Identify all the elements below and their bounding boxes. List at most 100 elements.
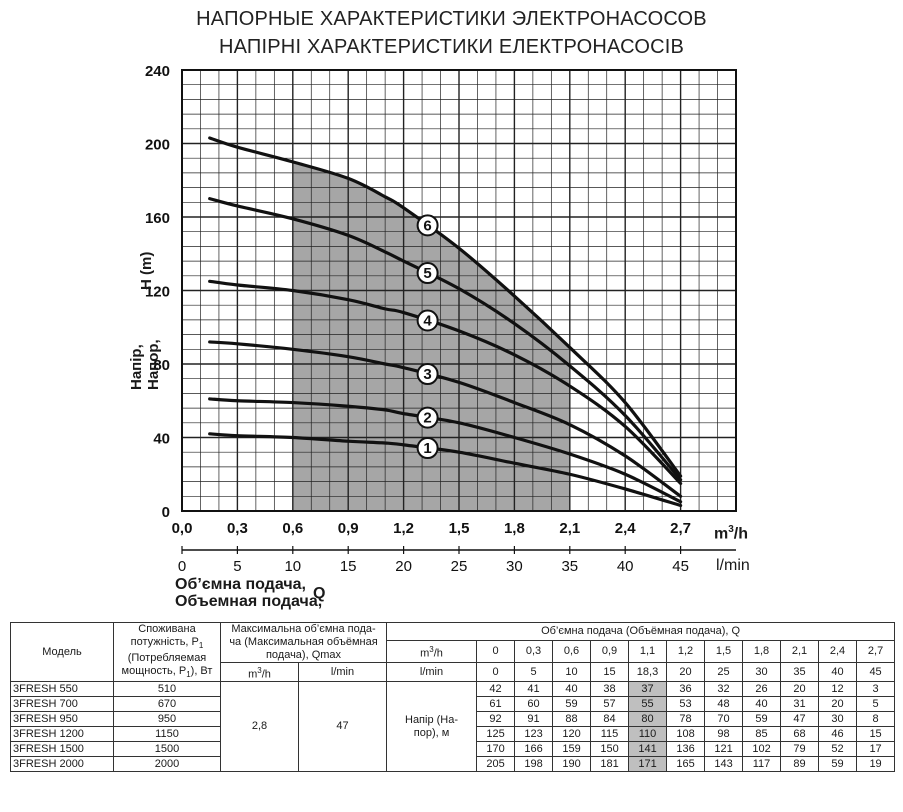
plot-frame (181, 69, 737, 512)
flow-m3h-cell: 2,4 (818, 640, 858, 664)
head-value-cell: 37 (628, 681, 668, 698)
table-row: 3FRESH 550 510 2,8 47 Напір (На-пор), м 42 41 4… (10, 681, 896, 773)
head-value-cell: 117 (742, 756, 782, 773)
table-header-row-m3h: m3/h 0 0,3 0,6 0,9 1,1 1,2 1,5 1,8 2,1 2,4 2,7 (11, 640, 896, 664)
curve-label-3: 3 (423, 366, 431, 383)
curve-label-4: 4 (423, 313, 432, 330)
model-power: 950 (113, 711, 221, 728)
head-value-cell: 53 (666, 696, 706, 713)
head-value-cell: 68 (780, 726, 820, 743)
flow-lmin-cell: 35 (780, 662, 820, 683)
x-tick-label-m3h: 1,8 (504, 520, 525, 537)
th-qmax: Максимальна об’ємна пода- ча (Максимальн… (219, 621, 388, 664)
head-value-cell: 20 (780, 681, 820, 698)
x-tick-label-lmin: 10 (284, 558, 301, 575)
head-value-cell: 166 (514, 741, 554, 758)
head-value-cell: 59 (818, 756, 858, 773)
curve-marker-2 (416, 406, 439, 429)
x-unit-m3h: m3/h (714, 524, 749, 543)
y-tick-label: 120 (145, 284, 170, 301)
curve-5 (208, 197, 683, 482)
x-tick-label-lmin: 45 (672, 558, 689, 575)
head-value-cell: 47 (780, 711, 820, 728)
head-value-cell: 123 (514, 726, 554, 743)
curve-marker-1 (416, 437, 439, 460)
chart-title-ua: НАПІРНІ ХАРАКТЕРИСТИКИ ЕЛЕКТРОНАСОСІВ (218, 36, 685, 58)
head-value-cell: 159 (552, 741, 592, 758)
x-tick-label-lmin: 20 (395, 558, 412, 575)
flow-lmin-cell: 0 (476, 662, 516, 683)
curve-3 (208, 340, 683, 498)
x-tick-label-lmin: 15 (340, 558, 357, 575)
th-qmax-lmin: l/min (297, 662, 388, 683)
head-value-cell: 32 (704, 681, 744, 698)
head-value-cell: 31 (780, 696, 820, 713)
y-tick-label: 0 (162, 504, 170, 521)
th-qmax-m3h: m3/h (220, 662, 299, 683)
head-value-cell: 171 (628, 756, 668, 773)
model-name: 3FRESH 1500 (10, 741, 114, 758)
y-axis-symbol: H (m) (138, 251, 155, 290)
flow-lmin-cell: 18,3 (628, 662, 668, 683)
head-value-cell: 46 (818, 726, 858, 743)
x-tick-label-lmin: 0 (178, 558, 186, 575)
table-header-row-1: Модель Споживана потужність, P1 (Потребл… (10, 621, 896, 683)
model-power: 1150 (113, 726, 221, 743)
model-name: 3FRESH 550 (10, 681, 114, 698)
x-tick-label-m3h: 0,9 (338, 520, 359, 537)
head-value-cell: 165 (666, 756, 706, 773)
flow-m3h-cell: 1,2 (666, 640, 706, 664)
flow-lmin-cell: 45 (856, 662, 896, 683)
head-value-cell: 92 (476, 711, 516, 728)
head-value-cell: 15 (856, 726, 896, 743)
y-tick-label: 240 (145, 63, 170, 80)
head-value-cell: 205 (476, 756, 516, 773)
x-tick-label-lmin: 40 (617, 558, 634, 575)
x-axis-label-ru: Объемная подача, (175, 593, 323, 610)
head-value-cell: 181 (590, 756, 630, 773)
head-value-cell: 48 (704, 696, 744, 713)
qmax-m3h: 2,8 (220, 681, 299, 773)
head-value-cell: 143 (704, 756, 744, 773)
th-power: Споживана потужність, P1 (Потребляемая м… (113, 621, 221, 683)
head-value-cell: 57 (590, 696, 630, 713)
x-axis-label-ua: Об’ємна подача, (175, 576, 306, 593)
qmax-lmin: 47 (297, 681, 388, 773)
curve-2 (208, 397, 683, 504)
head-value-cell: 89 (780, 756, 820, 773)
head-value-cell: 19 (856, 756, 896, 773)
head-value-cell: 36 (666, 681, 706, 698)
head-value-cell: 136 (666, 741, 706, 758)
head-value-cell: 121 (704, 741, 744, 758)
model-name: 3FRESH 950 (10, 711, 114, 728)
curve-1 (208, 432, 683, 508)
spec-table: Модель Споживана потужність, P1 (Потребл… (10, 621, 896, 773)
chart-title-ru: НАПОРНЫЕ ХАРАКТЕРИСТИКИ ЭЛЕКТРОНАСОСОВ (196, 8, 707, 30)
flow-lmin-cell: 40 (818, 662, 858, 683)
head-value-cell: 41 (514, 681, 554, 698)
y-tick-label: 40 (153, 431, 170, 448)
flow-m3h-cell: 2,1 (780, 640, 820, 664)
head-value-cell: 85 (742, 726, 782, 743)
head-value-cell: 55 (628, 696, 668, 713)
head-value-cell: 78 (666, 711, 706, 728)
head-value-cell: 91 (514, 711, 554, 728)
head-value-cell: 5 (856, 696, 896, 713)
model-name: 3FRESH 2000 (10, 756, 114, 773)
x-tick-label-m3h: 2,1 (559, 520, 580, 537)
head-value-cell: 141 (628, 741, 668, 758)
head-label: Напір (На-пор), м (386, 681, 478, 773)
head-value-cell: 8 (856, 711, 896, 728)
head-value-cell: 125 (476, 726, 516, 743)
head-value-cell: 84 (590, 711, 630, 728)
y-tick-label: 160 (145, 210, 170, 227)
curve-marker-3 (416, 363, 439, 386)
head-value-cell: 190 (552, 756, 592, 773)
curve-marker-4 (416, 309, 439, 332)
head-value-cell: 40 (742, 696, 782, 713)
curve-marker-5 (416, 262, 439, 285)
x-tick-label-m3h: 2,4 (615, 520, 637, 537)
flow-lmin-cell: 15 (590, 662, 630, 683)
flow-lmin-cell: 25 (704, 662, 744, 683)
